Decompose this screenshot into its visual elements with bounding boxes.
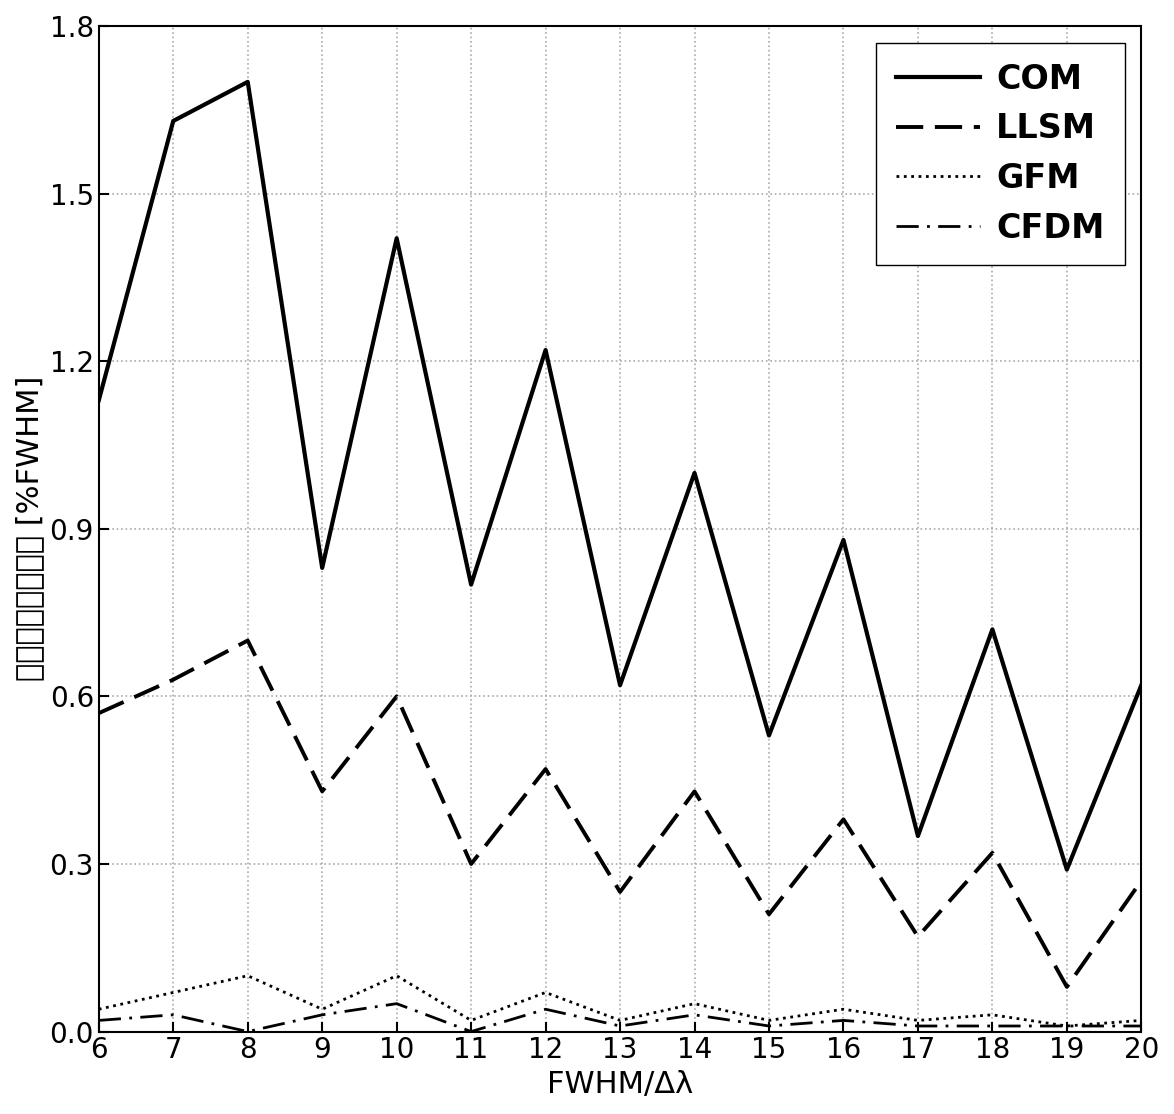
LLSM (1134, 874, 1148, 888)
Line: GFM: GFM (99, 976, 1141, 1026)
COM (911, 829, 925, 842)
COM (1134, 678, 1148, 692)
CFDM (911, 1019, 925, 1033)
COM (464, 578, 478, 592)
COM (315, 561, 329, 575)
CFDM (167, 1008, 181, 1022)
GFM (539, 986, 553, 999)
COM (167, 115, 181, 128)
GFM (241, 969, 255, 983)
LLSM (911, 930, 925, 944)
Line: COM: COM (99, 81, 1141, 870)
LLSM (241, 634, 255, 647)
GFM (92, 1003, 106, 1016)
CFDM (688, 1008, 702, 1022)
GFM (688, 997, 702, 1010)
COM (762, 729, 776, 742)
LLSM (315, 784, 329, 798)
COM (241, 75, 255, 88)
CFDM (390, 997, 404, 1010)
COM (836, 534, 850, 547)
COM (92, 393, 106, 407)
LLSM (1060, 980, 1074, 994)
LLSM (92, 706, 106, 720)
Line: CFDM: CFDM (99, 1004, 1141, 1032)
Legend: COM, LLSM, GFM, CFDM: COM, LLSM, GFM, CFDM (876, 42, 1125, 265)
LLSM (167, 673, 181, 686)
GFM (613, 1014, 627, 1027)
CFDM (1060, 1019, 1074, 1033)
LLSM (985, 847, 999, 860)
Y-axis label: 峰値提取系统误差 [%FWHM]: 峰値提取系统误差 [%FWHM] (15, 377, 43, 682)
LLSM (464, 858, 478, 871)
Line: LLSM: LLSM (99, 641, 1141, 987)
COM (390, 232, 404, 245)
GFM (836, 1003, 850, 1016)
CFDM (985, 1019, 999, 1033)
GFM (985, 1008, 999, 1022)
COM (539, 343, 553, 356)
COM (1060, 863, 1074, 877)
CFDM (613, 1019, 627, 1033)
LLSM (613, 886, 627, 899)
LLSM (762, 908, 776, 921)
GFM (315, 1003, 329, 1016)
LLSM (688, 784, 702, 798)
GFM (1134, 1014, 1148, 1027)
COM (613, 678, 627, 692)
GFM (464, 1014, 478, 1027)
CFDM (92, 1014, 106, 1027)
GFM (911, 1014, 925, 1027)
COM (985, 623, 999, 636)
GFM (167, 986, 181, 999)
COM (688, 467, 702, 480)
CFDM (1134, 1019, 1148, 1033)
GFM (390, 969, 404, 983)
GFM (1060, 1019, 1074, 1033)
LLSM (539, 762, 553, 775)
CFDM (464, 1025, 478, 1038)
CFDM (539, 1003, 553, 1016)
LLSM (390, 690, 404, 703)
LLSM (836, 812, 850, 825)
CFDM (762, 1019, 776, 1033)
CFDM (241, 1025, 255, 1038)
GFM (762, 1014, 776, 1027)
CFDM (836, 1014, 850, 1027)
X-axis label: FWHM/Δλ: FWHM/Δλ (547, 1071, 693, 1100)
CFDM (315, 1008, 329, 1022)
